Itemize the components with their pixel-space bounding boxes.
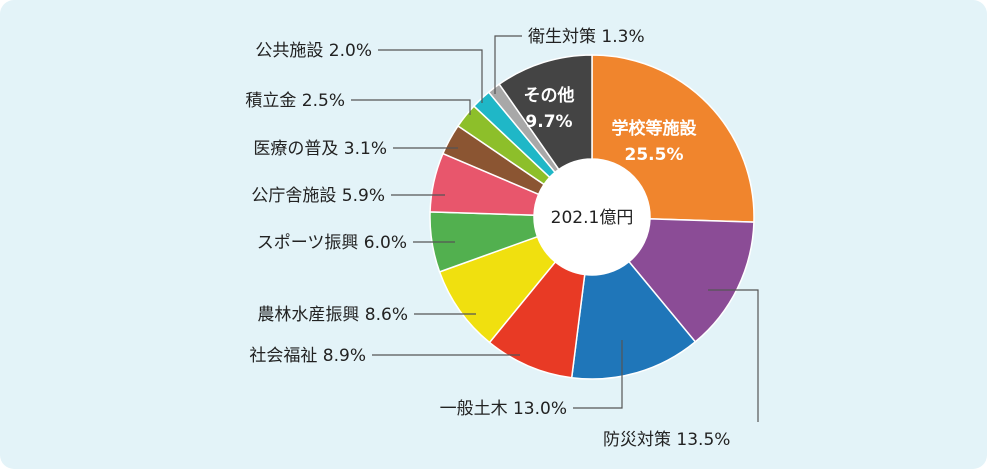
slice-label: 公共施設 2.0%	[255, 41, 372, 61]
slice-label: 農林水産振興 8.6%	[257, 305, 408, 325]
slice-label: 一般土木 13.0%	[440, 399, 567, 419]
leader-line	[573, 340, 623, 409]
slice-label: 医療の普及 3.1%	[253, 139, 387, 159]
slice-label: 社会福祉 8.9%	[249, 346, 366, 366]
donut-hole	[534, 159, 650, 275]
leader-line	[494, 35, 522, 94]
slice-label: 防災対策 13.5%	[603, 430, 730, 450]
leader-line	[351, 99, 471, 115]
leader-line	[708, 289, 759, 422]
slice-name-label: その他	[524, 85, 575, 106]
slice-label: 公庁舎施設 5.9%	[251, 186, 385, 206]
slice-value-label: 25.5%	[625, 145, 684, 165]
leader-line	[378, 49, 483, 103]
slice-name-label: 学校等施設	[612, 118, 698, 139]
slice-label: 衛生対策 1.3%	[528, 27, 645, 47]
slice-value-label: 9.7%	[525, 112, 572, 132]
center-total-label: 202.1億円	[551, 208, 634, 228]
slice-label: 積立金 2.5%	[245, 91, 345, 111]
slice-label: スポーツ振興 6.0%	[257, 233, 407, 253]
